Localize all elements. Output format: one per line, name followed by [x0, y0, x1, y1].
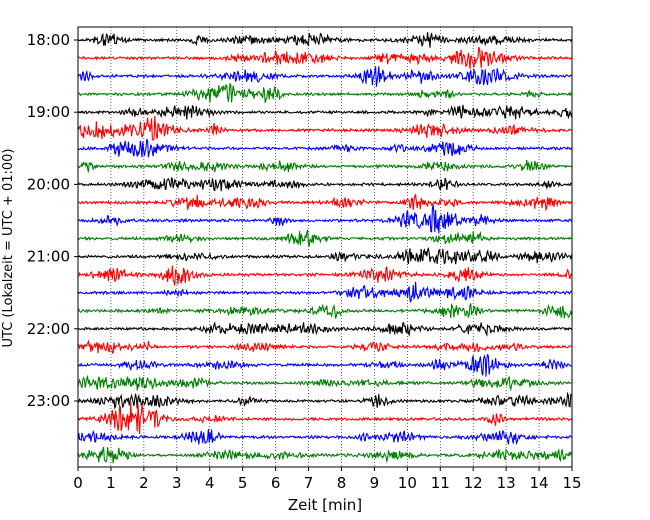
x-tick-label: 6: [271, 474, 281, 492]
trace-2245: [77, 374, 572, 392]
traces: [77, 32, 573, 464]
trace-2345: [77, 446, 573, 464]
y-tick-label: 18:00: [27, 31, 70, 49]
y-tick-label: 20:00: [27, 175, 70, 193]
trace-2045: [77, 229, 572, 247]
trace-2215: [77, 339, 572, 354]
x-tick-label: 0: [73, 474, 83, 492]
x-tick-label: 3: [172, 474, 182, 492]
x-tick-label: 5: [238, 474, 248, 492]
plot-frame: [77, 26, 573, 468]
x-axis: 0 1 2 3 4 5 6 7 8 9 10 11 12 13 14 15: [73, 467, 582, 492]
trace-1945: [77, 159, 572, 173]
x-tick-label: 8: [337, 474, 347, 492]
y-tick-label: 19:00: [27, 103, 70, 121]
grid-lines: [110, 27, 540, 467]
y-axis: 18:00 19:00 20:00 21:00 22:00 23:00: [27, 31, 78, 410]
trace-2315: [77, 402, 572, 435]
trace-1800: [77, 32, 573, 48]
y-axis-label: UTC (Lokalzeit = UTC + 01:00): [1, 149, 16, 348]
trace-1930: [77, 138, 573, 158]
y-tick-label: 22:00: [27, 320, 70, 338]
x-tick-label: 14: [530, 474, 549, 492]
x-tick-label: 7: [304, 474, 314, 492]
x-tick-label: 9: [370, 474, 380, 492]
x-axis-label: Zeit [min]: [288, 496, 362, 514]
trace-2330: [77, 429, 572, 446]
x-tick-label: 2: [139, 474, 149, 492]
trace-1830: [77, 66, 573, 87]
trace-2200: [77, 321, 572, 337]
trace-2000: [77, 177, 572, 192]
x-tick-label: 10: [398, 474, 417, 492]
trace-2015: [77, 193, 573, 212]
trace-1900: [77, 104, 573, 120]
trace-2300: [77, 391, 573, 410]
x-tick-label: 4: [205, 474, 215, 492]
trace-2100: [77, 246, 573, 265]
x-tick-label: 11: [431, 474, 450, 492]
x-tick-label: 12: [464, 474, 483, 492]
trace-2130: [77, 281, 572, 303]
trace-1915: [77, 115, 572, 141]
x-tick-label: 1: [106, 474, 116, 492]
trace-2030: [77, 204, 573, 234]
trace-2115: [77, 265, 572, 286]
y-tick-label: 21:00: [27, 248, 70, 266]
x-tick-label: 13: [497, 474, 516, 492]
y-tick-label: 23:00: [27, 392, 70, 410]
trace-2230: [77, 354, 572, 377]
trace-1845: [77, 83, 573, 103]
trace-2145: [77, 303, 573, 319]
x-tick-label: 15: [562, 474, 581, 492]
trace-1815: [77, 46, 572, 69]
